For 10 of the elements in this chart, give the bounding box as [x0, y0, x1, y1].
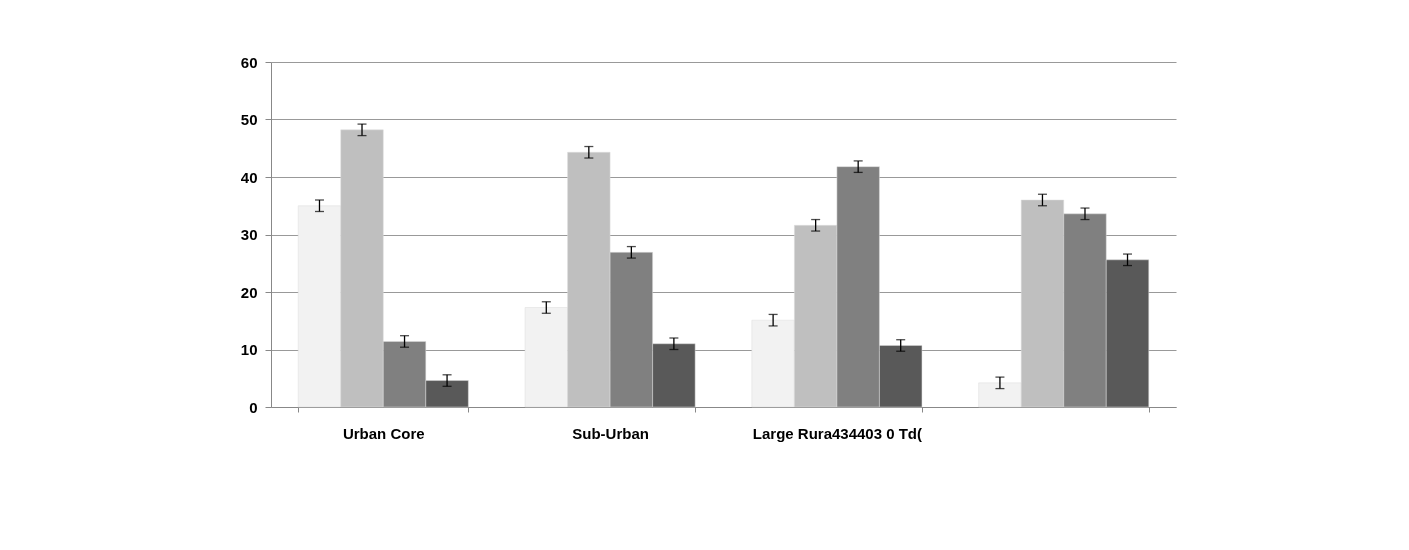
y-tick-label: 40 — [240, 168, 258, 186]
y-tick-label: 50 — [240, 111, 258, 128]
y-tick-label: 30 — [240, 226, 258, 243]
y-tick-label: 10 — [240, 341, 258, 358]
x-tick-label: Sub-Urban — [572, 424, 649, 442]
y-tick-label: 0 — [249, 398, 258, 416]
x-tick-label: Urban Core — [342, 424, 425, 442]
y-tick-label: 60 — [240, 53, 258, 71]
x-tick-label: Large Rura434403 0 Td( — [752, 424, 923, 442]
y-tick-label: 20 — [240, 283, 258, 301]
